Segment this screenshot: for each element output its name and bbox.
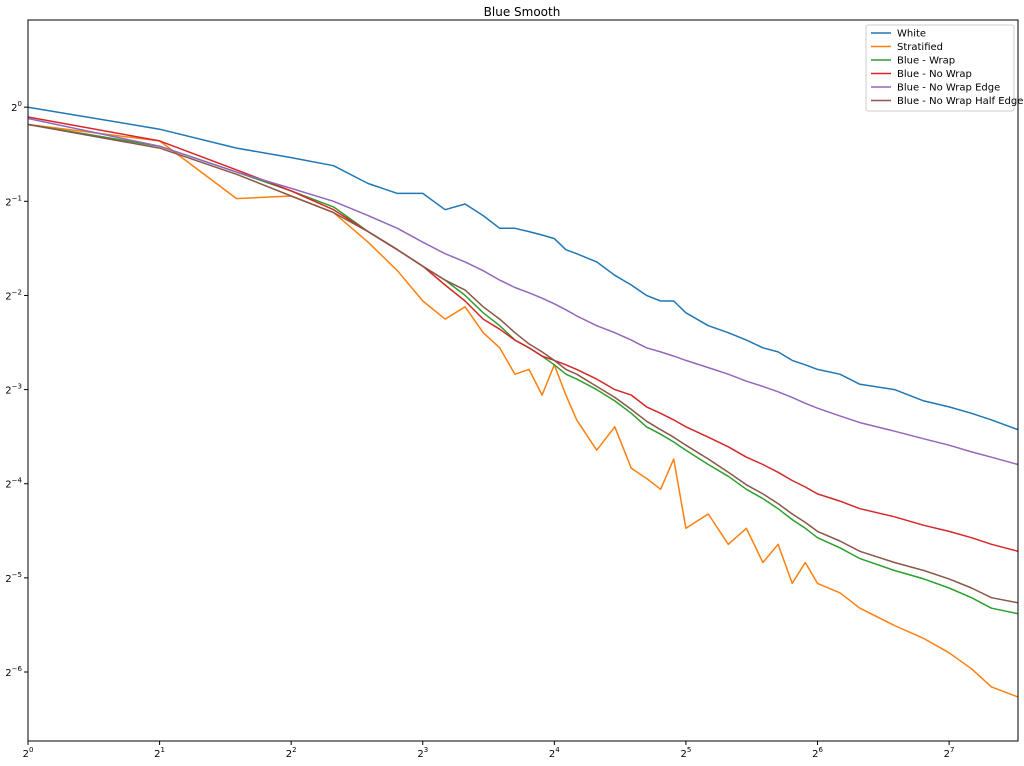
- y-tick-label-3: 2−3: [5, 383, 22, 397]
- legend-label-blue-no-wrap: Blue - No Wrap: [897, 69, 972, 80]
- legend-label-white: White: [897, 29, 926, 40]
- y-tick-label-1: 2−1: [5, 194, 22, 208]
- x-tick-label-4: 24: [549, 746, 560, 760]
- x-tick-label-7: 27: [944, 746, 955, 760]
- y-tick-label-0: 20: [11, 100, 22, 114]
- y-tick-label-4: 2−4: [5, 477, 22, 491]
- y-axis: 20 2−1 2−2 2−3 2−4 2−5 2−6: [5, 100, 28, 679]
- x-tick-label-3: 23: [417, 746, 428, 760]
- x-tick-label-2: 22: [286, 746, 297, 760]
- y-tick-label-2: 2−2: [5, 288, 22, 302]
- series-line-stratified: [27, 123, 1019, 698]
- plot-frame: [27, 19, 1019, 742]
- x-axis: 20 21 22 23 24 25 26 27: [23, 741, 955, 760]
- legend-label-blue-no-wrap-edge: Blue - No Wrap Edge: [897, 83, 1000, 94]
- legend-box: [865, 24, 1015, 112]
- legend-label-stratified: Stratified: [897, 42, 943, 53]
- series-layer: [27, 106, 1019, 698]
- y-tick-label-6: 2−6: [5, 665, 22, 679]
- series-line-white: [27, 106, 1019, 431]
- legend[interactable]: White Stratified Blue - Wrap Blue - No Wrap…: [865, 24, 1023, 112]
- x-tick-label-0: 20: [23, 746, 34, 760]
- legend-label-blue-wrap: Blue - Wrap: [897, 56, 955, 67]
- x-tick-label-6: 26: [812, 746, 823, 760]
- chart-title: Blue Smooth: [484, 5, 561, 19]
- x-tick-label-1: 21: [154, 746, 165, 760]
- x-tick-label-5: 25: [681, 746, 692, 760]
- series-line-blue-no-wrap-edge: [27, 117, 1019, 466]
- series-line-blue-no-wrap-half-edge: [27, 123, 1019, 604]
- legend-label-blue-no-wrap-half-edge: Blue - No Wrap Half Edge: [897, 96, 1023, 107]
- y-tick-label-5: 2−5: [5, 571, 22, 585]
